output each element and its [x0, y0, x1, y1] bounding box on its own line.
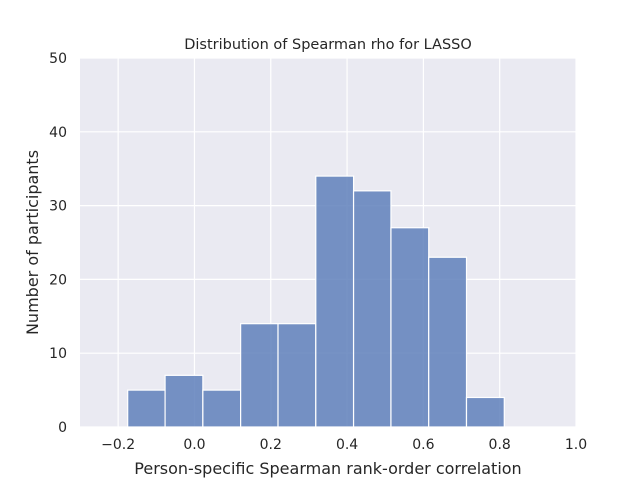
- x-tick-label: 0.6: [412, 437, 434, 453]
- histogram-bar: [315, 175, 355, 428]
- y-tick-label: 10: [49, 346, 67, 362]
- x-tick-label: 0.4: [336, 437, 358, 453]
- histogram-bar: [240, 323, 279, 428]
- histogram-bar: [164, 374, 204, 428]
- histogram-bar: [127, 389, 166, 428]
- y-tick-label: 30: [49, 199, 67, 215]
- x-tick-label: 0.2: [260, 437, 282, 453]
- histogram-bar: [428, 256, 468, 428]
- x-tick-labels: −0.2 0.0 0.2 0.4 0.6 0.8 1.0: [101, 437, 587, 453]
- histogram-bar: [202, 389, 242, 428]
- y-tick-label: 20: [49, 272, 67, 288]
- chart-title: Distribution of Spearman rho for LASSO: [184, 37, 472, 53]
- x-tick-label: −0.2: [101, 437, 135, 453]
- histogram-bar: [390, 227, 430, 428]
- histogram-bar: [465, 396, 505, 428]
- x-tick-label: 0.0: [183, 437, 205, 453]
- y-tick-label: 40: [49, 125, 67, 141]
- x-tick-label: 0.8: [489, 437, 511, 453]
- histogram-bar: [352, 190, 392, 428]
- x-tick-label: 1.0: [565, 437, 587, 453]
- y-tick-label: 0: [58, 420, 67, 436]
- y-tick-label: 50: [49, 51, 67, 67]
- y-tick-labels: 0 10 20 30 40 50: [49, 51, 67, 436]
- histogram-bar: [277, 323, 317, 428]
- histogram-bars: [127, 175, 505, 428]
- y-axis-title: Number of participants: [23, 150, 42, 335]
- x-axis-title: Person-specific Spearman rank-order corr…: [134, 459, 521, 478]
